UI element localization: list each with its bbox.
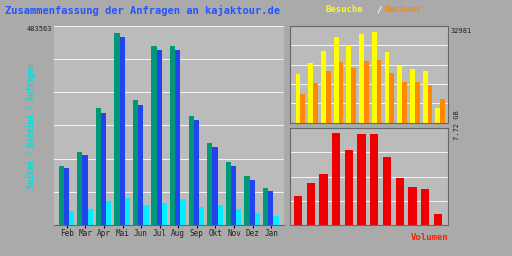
Text: 32981: 32981 bbox=[451, 28, 472, 34]
Bar bbox=[268, 191, 273, 225]
Bar bbox=[175, 50, 181, 225]
Bar bbox=[313, 83, 318, 123]
Bar bbox=[143, 205, 148, 225]
Bar bbox=[114, 33, 119, 225]
Text: 483563: 483563 bbox=[27, 26, 53, 31]
Bar bbox=[338, 62, 344, 123]
Bar bbox=[162, 203, 167, 225]
Bar bbox=[357, 134, 366, 225]
Bar bbox=[372, 32, 377, 123]
Text: Rechner: Rechner bbox=[384, 5, 421, 14]
Bar bbox=[421, 189, 429, 225]
Bar bbox=[295, 74, 301, 123]
Bar bbox=[133, 101, 138, 225]
Bar bbox=[273, 217, 279, 225]
Bar bbox=[96, 108, 101, 225]
Bar bbox=[231, 166, 236, 225]
Text: 7.72 GB: 7.72 GB bbox=[454, 111, 460, 140]
Bar bbox=[397, 66, 402, 123]
Bar bbox=[199, 207, 204, 225]
Bar bbox=[440, 99, 445, 123]
Bar bbox=[383, 157, 391, 225]
Bar bbox=[364, 61, 369, 123]
Bar bbox=[64, 168, 69, 225]
Bar bbox=[255, 212, 260, 225]
Bar bbox=[236, 209, 242, 225]
Bar bbox=[263, 188, 268, 225]
Bar bbox=[410, 69, 415, 123]
Bar bbox=[58, 166, 64, 225]
Bar bbox=[351, 68, 356, 123]
Bar bbox=[321, 51, 326, 123]
Bar bbox=[226, 162, 231, 225]
Bar bbox=[101, 113, 106, 225]
Bar bbox=[345, 150, 353, 225]
Bar bbox=[82, 155, 88, 225]
Bar bbox=[434, 214, 442, 225]
Bar bbox=[194, 120, 199, 225]
Bar bbox=[308, 63, 313, 123]
Bar bbox=[294, 196, 302, 225]
Bar bbox=[218, 205, 223, 225]
Bar bbox=[385, 52, 389, 123]
Bar bbox=[119, 37, 125, 225]
Text: /: / bbox=[376, 5, 381, 14]
Bar bbox=[423, 71, 428, 123]
Text: Seiten / Dateien / Anfragen: Seiten / Dateien / Anfragen bbox=[27, 63, 36, 188]
Bar bbox=[125, 198, 130, 225]
Bar bbox=[408, 187, 417, 225]
Text: Volumen: Volumen bbox=[411, 233, 448, 242]
Bar bbox=[301, 94, 305, 123]
Bar bbox=[250, 180, 255, 225]
Bar bbox=[188, 116, 194, 225]
Bar bbox=[396, 178, 404, 225]
Bar bbox=[326, 71, 331, 123]
Bar bbox=[428, 84, 432, 123]
Bar bbox=[106, 201, 112, 225]
Bar bbox=[207, 143, 212, 225]
Bar bbox=[359, 35, 364, 123]
Bar bbox=[88, 209, 93, 225]
Bar bbox=[212, 146, 218, 225]
Bar bbox=[157, 50, 162, 225]
Bar bbox=[69, 211, 74, 225]
Bar bbox=[332, 133, 340, 225]
Text: Besuche: Besuche bbox=[325, 5, 362, 14]
Bar bbox=[347, 45, 351, 123]
Bar bbox=[181, 199, 186, 225]
Bar bbox=[415, 82, 420, 123]
Bar bbox=[402, 82, 407, 123]
Bar bbox=[307, 183, 315, 225]
Bar bbox=[170, 46, 175, 225]
Bar bbox=[319, 174, 328, 225]
Bar bbox=[370, 134, 378, 225]
Text: Zusammenfassung der Anfragen an kajaktour.de: Zusammenfassung der Anfragen an kajaktou… bbox=[5, 5, 280, 16]
Bar bbox=[435, 108, 440, 123]
Bar bbox=[152, 46, 157, 225]
Bar bbox=[244, 176, 250, 225]
Bar bbox=[77, 152, 82, 225]
Bar bbox=[389, 73, 394, 123]
Bar bbox=[138, 105, 143, 225]
Bar bbox=[334, 37, 338, 123]
Bar bbox=[377, 59, 381, 123]
